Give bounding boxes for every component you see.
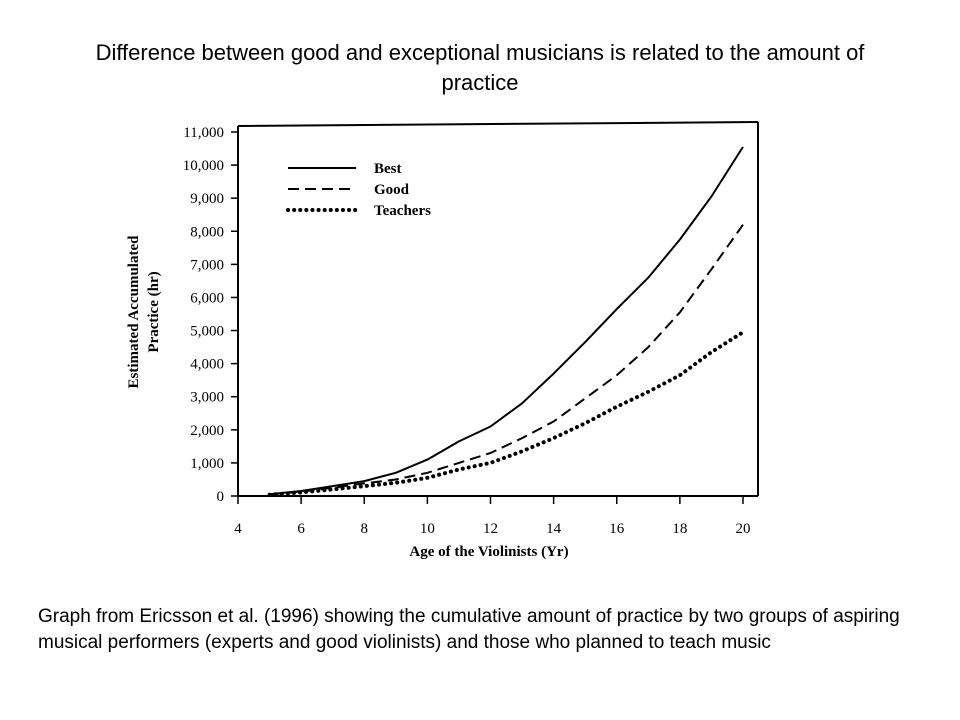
y-tick-label: 7,000 [190, 257, 224, 273]
x-tick-label: 18 [672, 521, 687, 537]
series-line-teachers [267, 330, 745, 497]
y-tick-label: 4,000 [190, 357, 224, 373]
x-axis-ticks: 4 6 8 10 12 14 16 18 20 [234, 496, 751, 537]
caption: Graph from Ericsson et al. (1996) showin… [38, 606, 900, 653]
x-tick-label: 8 [361, 521, 369, 537]
y-tick-label: 5,000 [190, 324, 224, 340]
y-tick-label: 9,000 [190, 191, 224, 207]
legend: Best Good Teachers [286, 161, 431, 219]
legend-label-best: Best [374, 161, 402, 177]
plot-frame [237, 121, 759, 497]
y-tick-label: 0 [217, 489, 225, 505]
y-tick-label: 2,000 [190, 423, 224, 439]
x-axis-title: Age of the Violinists (Yr) [409, 544, 568, 560]
legend-label-teachers: Teachers [374, 203, 431, 219]
x-tick-label: 4 [234, 521, 242, 537]
series-line-best [269, 146, 744, 496]
top-border-line [237, 121, 759, 127]
y-axis-title: Estimated Accumulated Practice (hr) [126, 235, 162, 389]
y-tick-label: 10,000 [183, 158, 224, 174]
x-tick-label: 10 [420, 521, 435, 537]
practice-line-chart: 0 1,000 2,000 3,000 4,000 5,000 6,000 7,000 8,00… [126, 121, 759, 560]
legend-label-good: Good [374, 182, 410, 198]
series-line-good [269, 224, 744, 496]
y-tick-label: 3,000 [190, 390, 224, 406]
y-tick-label: 6,000 [190, 290, 224, 306]
x-tick-label: 16 [609, 521, 625, 537]
slide-title: Difference between good and exceptional … [95, 40, 865, 95]
x-tick-label: 6 [297, 521, 305, 537]
series-lines [267, 146, 745, 497]
y-tick-label: 11,000 [183, 125, 224, 141]
y-tick-label: 8,000 [190, 224, 224, 240]
x-tick-label: 20 [736, 521, 751, 537]
y-tick-label: 1,000 [190, 456, 224, 472]
y-axis-ticks: 0 1,000 2,000 3,000 4,000 5,000 6,000 7,000 8,00… [183, 125, 238, 505]
x-tick-label: 14 [546, 521, 562, 537]
x-tick-label: 12 [483, 521, 498, 537]
